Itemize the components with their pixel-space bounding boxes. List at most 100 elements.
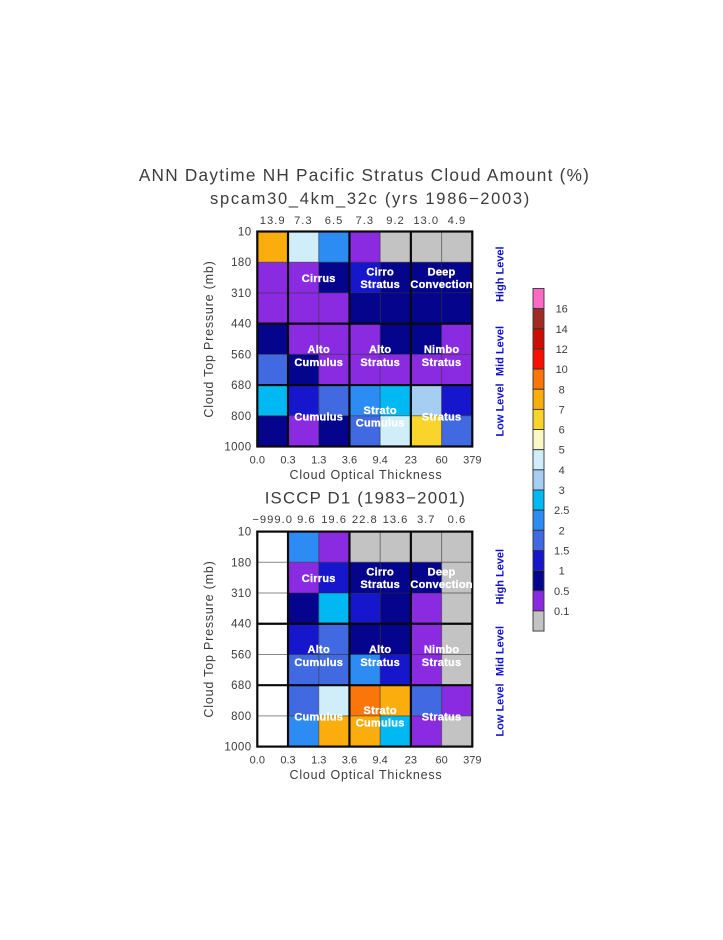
svg-text:2.5: 2.5 bbox=[554, 505, 569, 517]
svg-text:Stratus: Stratus bbox=[422, 411, 462, 423]
svg-text:7: 7 bbox=[559, 404, 565, 416]
svg-text:Cumulus: Cumulus bbox=[294, 711, 343, 723]
svg-text:Low Level: Low Level bbox=[495, 683, 507, 736]
svg-text:Stratus: Stratus bbox=[360, 357, 400, 369]
svg-text:23: 23 bbox=[405, 755, 417, 767]
svg-text:22.8: 22.8 bbox=[352, 514, 378, 526]
svg-text:680: 680 bbox=[231, 680, 251, 692]
svg-text:Alto: Alto bbox=[369, 344, 391, 356]
svg-text:Stratus: Stratus bbox=[360, 579, 400, 591]
svg-text:4.9: 4.9 bbox=[448, 215, 467, 227]
svg-text:560: 560 bbox=[231, 649, 251, 661]
svg-text:800: 800 bbox=[231, 411, 251, 423]
svg-text:Stratus: Stratus bbox=[360, 657, 400, 669]
svg-text:Cumulus: Cumulus bbox=[294, 411, 343, 423]
svg-text:Deep: Deep bbox=[428, 567, 456, 579]
svg-text:9.4: 9.4 bbox=[373, 454, 388, 466]
svg-text:60: 60 bbox=[435, 454, 447, 466]
svg-text:13.6: 13.6 bbox=[383, 514, 409, 526]
svg-text:1.5: 1.5 bbox=[554, 545, 569, 557]
svg-text:7.3: 7.3 bbox=[294, 215, 313, 227]
svg-text:60: 60 bbox=[435, 755, 447, 767]
svg-text:Cirro: Cirro bbox=[366, 567, 394, 579]
svg-text:10: 10 bbox=[238, 227, 252, 239]
svg-text:Stratus: Stratus bbox=[422, 711, 462, 723]
svg-text:6: 6 bbox=[559, 425, 565, 437]
svg-text:180: 180 bbox=[231, 257, 251, 269]
svg-text:Stratus: Stratus bbox=[422, 657, 462, 669]
svg-text:3.6: 3.6 bbox=[342, 755, 357, 767]
svg-text:Stratus: Stratus bbox=[360, 279, 400, 291]
svg-text:1.3: 1.3 bbox=[311, 755, 326, 767]
svg-text:Nimbo: Nimbo bbox=[424, 644, 460, 656]
svg-text:3.6: 3.6 bbox=[342, 454, 357, 466]
svg-text:Alto: Alto bbox=[308, 644, 330, 656]
svg-text:Strato: Strato bbox=[364, 405, 397, 417]
svg-text:7.3: 7.3 bbox=[356, 215, 375, 227]
svg-text:spcam30_4km_32c (yrs 1986−2003: spcam30_4km_32c (yrs 1986−2003) bbox=[210, 190, 531, 208]
svg-text:Cirro: Cirro bbox=[366, 267, 394, 279]
svg-text:5: 5 bbox=[559, 445, 565, 457]
svg-text:0.3: 0.3 bbox=[280, 755, 295, 767]
svg-text:ISCCP D1 (1983−2001): ISCCP D1 (1983−2001) bbox=[265, 488, 466, 507]
svg-text:Cloud Optical Thickness: Cloud Optical Thickness bbox=[290, 468, 443, 482]
svg-text:Cloud Top Pressure (mb): Cloud Top Pressure (mb) bbox=[202, 560, 216, 717]
svg-text:6.5: 6.5 bbox=[325, 215, 344, 227]
svg-text:4: 4 bbox=[559, 465, 565, 477]
svg-text:9.4: 9.4 bbox=[373, 755, 388, 767]
svg-text:0.0: 0.0 bbox=[250, 454, 265, 466]
svg-text:Alto: Alto bbox=[308, 344, 330, 356]
svg-text:2: 2 bbox=[559, 525, 565, 537]
svg-text:Cirrus: Cirrus bbox=[302, 573, 336, 585]
svg-text:12: 12 bbox=[556, 344, 568, 356]
svg-text:440: 440 bbox=[231, 319, 251, 331]
svg-text:13.0: 13.0 bbox=[413, 215, 439, 227]
svg-text:19.6: 19.6 bbox=[321, 514, 347, 526]
svg-text:Cumulus: Cumulus bbox=[294, 357, 343, 369]
svg-text:1000: 1000 bbox=[224, 742, 251, 754]
svg-text:680: 680 bbox=[231, 380, 251, 392]
svg-text:Strato: Strato bbox=[364, 705, 397, 717]
svg-text:3: 3 bbox=[559, 485, 565, 497]
svg-text:1.3: 1.3 bbox=[311, 454, 326, 466]
svg-text:0.3: 0.3 bbox=[280, 454, 295, 466]
svg-text:Deep: Deep bbox=[428, 267, 456, 279]
svg-text:180: 180 bbox=[231, 557, 251, 569]
svg-text:1000: 1000 bbox=[224, 442, 251, 454]
svg-text:310: 310 bbox=[231, 288, 251, 300]
svg-text:ANN Daytime NH Pacific Stratus: ANN Daytime NH Pacific Stratus Cloud Amo… bbox=[139, 165, 590, 185]
svg-text:High Level: High Level bbox=[495, 246, 507, 302]
svg-text:10: 10 bbox=[238, 527, 252, 539]
svg-text:High Level: High Level bbox=[495, 549, 507, 605]
svg-text:0.0: 0.0 bbox=[250, 755, 265, 767]
svg-text:Cumulus: Cumulus bbox=[356, 718, 405, 730]
svg-text:440: 440 bbox=[231, 619, 251, 631]
svg-text:Mid Level: Mid Level bbox=[495, 626, 507, 676]
svg-text:Cloud Top Pressure (mb): Cloud Top Pressure (mb) bbox=[202, 260, 216, 417]
svg-text:14: 14 bbox=[556, 324, 568, 336]
svg-text:3.7: 3.7 bbox=[417, 514, 436, 526]
svg-text:Low Level: Low Level bbox=[495, 383, 507, 436]
svg-text:8: 8 bbox=[559, 384, 565, 396]
svg-text:0.1: 0.1 bbox=[554, 606, 569, 618]
svg-text:9.2: 9.2 bbox=[386, 215, 405, 227]
svg-text:Stratus: Stratus bbox=[422, 357, 462, 369]
svg-text:16: 16 bbox=[556, 304, 568, 316]
svg-text:Convection: Convection bbox=[410, 279, 472, 291]
svg-text:0.5: 0.5 bbox=[554, 586, 569, 598]
svg-text:Convection: Convection bbox=[410, 579, 472, 591]
svg-text:560: 560 bbox=[231, 349, 251, 361]
svg-text:310: 310 bbox=[231, 588, 251, 600]
svg-text:−999.0: −999.0 bbox=[252, 514, 293, 526]
svg-text:Cirrus: Cirrus bbox=[302, 273, 336, 285]
svg-text:13.9: 13.9 bbox=[260, 215, 286, 227]
svg-text:10: 10 bbox=[556, 364, 568, 376]
svg-text:Nimbo: Nimbo bbox=[424, 344, 460, 356]
svg-text:1: 1 bbox=[559, 566, 565, 578]
svg-text:Cumulus: Cumulus bbox=[356, 418, 405, 430]
svg-text:0.6: 0.6 bbox=[448, 514, 467, 526]
svg-text:379: 379 bbox=[463, 755, 481, 767]
svg-text:Mid Level: Mid Level bbox=[495, 326, 507, 376]
svg-text:800: 800 bbox=[231, 711, 251, 723]
svg-text:23: 23 bbox=[405, 454, 417, 466]
